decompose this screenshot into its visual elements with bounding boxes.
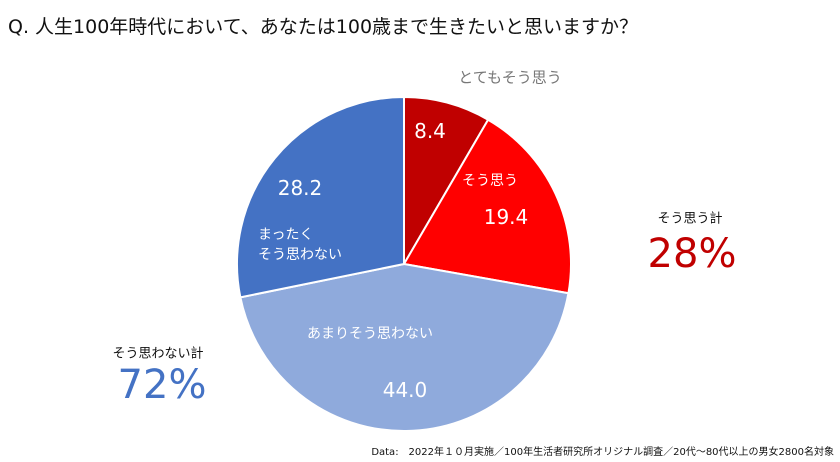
chart-title: Q. 人生100年時代において、あなたは100歳まで生きたいと思いますか？	[8, 16, 639, 38]
pie-slice-1	[402, 118, 572, 295]
slice-name-not-much: あまりそう思わない	[307, 326, 433, 342]
slice-value-very-much: 8.4	[414, 119, 446, 143]
agree-total-label: そう思う計	[657, 211, 723, 227]
disagree-total-value: 72%	[117, 362, 207, 408]
pie-slice-2	[239, 262, 570, 432]
pie-slice-3	[236, 95, 405, 299]
slice-name-agree: そう思う	[462, 173, 518, 189]
slice-name-very-much: とてもそう思う	[458, 68, 562, 87]
agree-total-value: 28%	[647, 231, 737, 277]
slice-name-not-at-all: まったく そう思わない	[258, 227, 342, 263]
slice-value-agree: 19.4	[483, 205, 529, 229]
disagree-total-label: そう思わない計	[112, 346, 204, 362]
data-source-note: Data: 2022年１０月実施／100年生活者研究所オリジナル調査／20代～8…	[371, 447, 834, 458]
pie-slice-0	[403, 95, 490, 268]
slice-value-not-much: 44.0	[382, 378, 428, 402]
slice-value-not-at-all: 28.2	[277, 176, 323, 200]
